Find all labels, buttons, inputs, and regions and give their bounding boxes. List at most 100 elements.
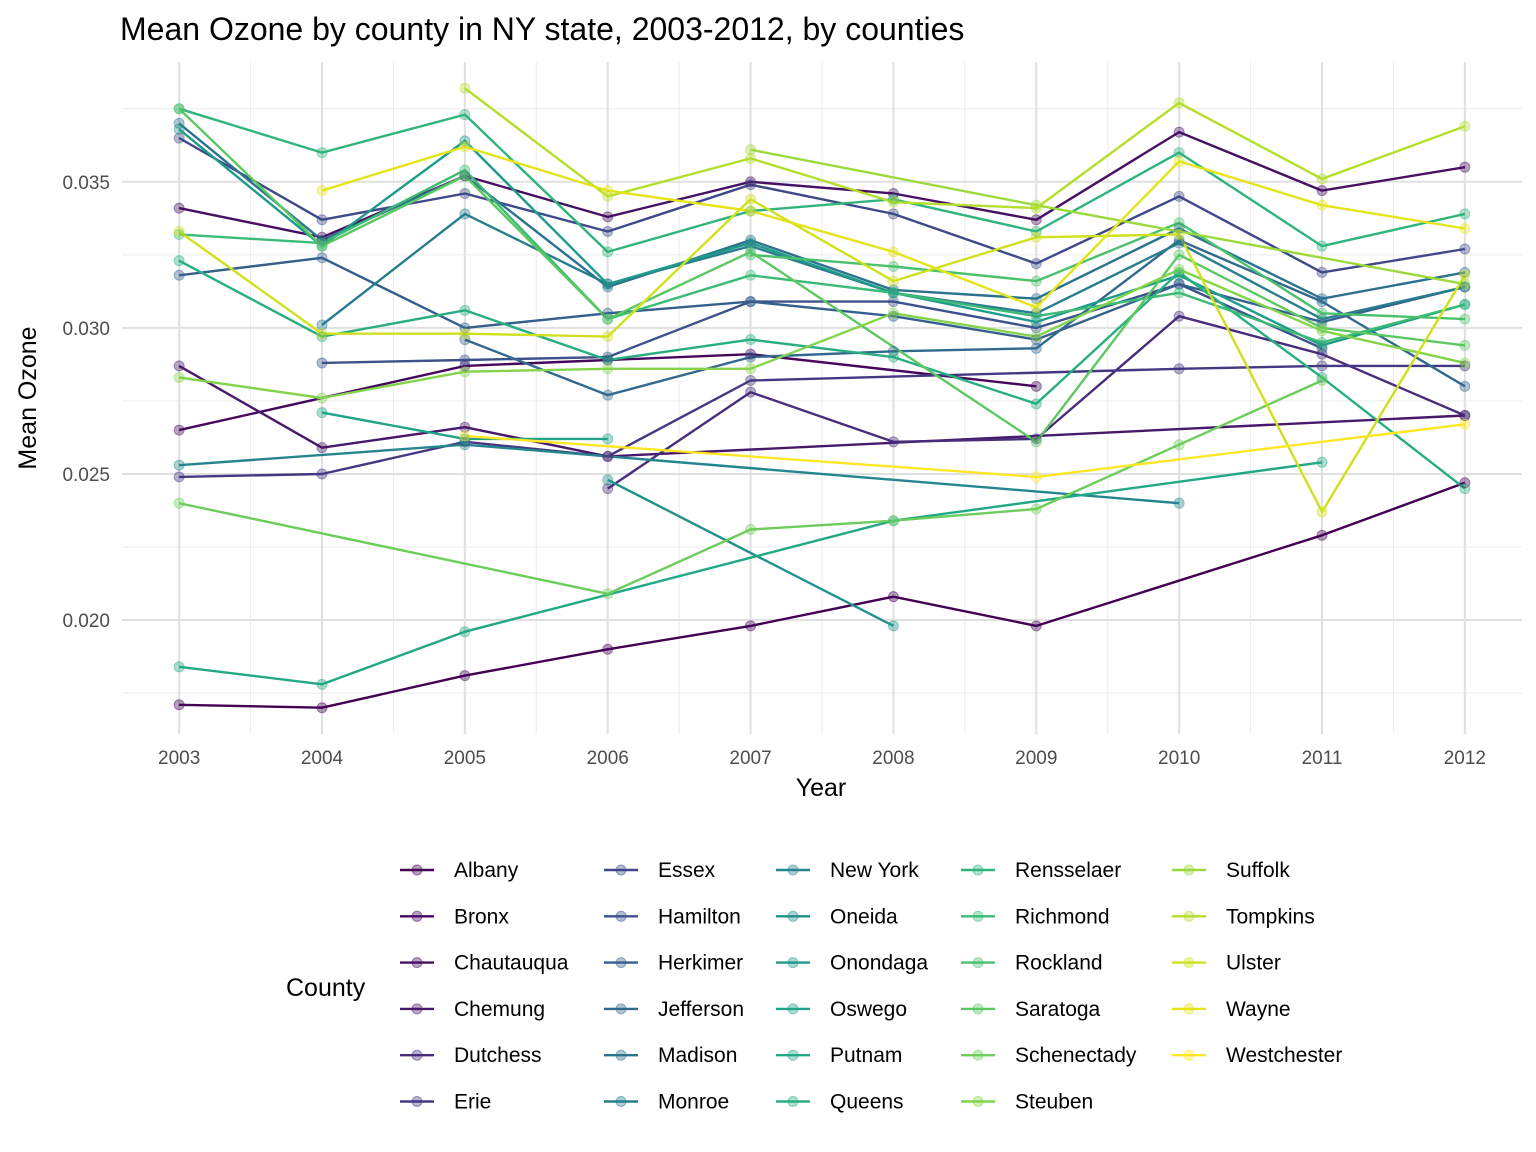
point-essex xyxy=(1173,190,1185,202)
point-jefferson xyxy=(1030,342,1042,354)
legend-swatch-point xyxy=(787,1049,799,1061)
point-rockland xyxy=(1316,307,1328,319)
legend-item-tompkins: Tompkins xyxy=(1172,905,1315,928)
x-tick-label: 2008 xyxy=(872,748,914,769)
legend-swatch-point xyxy=(787,1003,799,1015)
legend-swatch-point xyxy=(972,1003,984,1015)
point-onondaga xyxy=(459,135,471,147)
legend-label: Putnam xyxy=(830,1044,902,1067)
x-tick-label: 2007 xyxy=(729,748,771,769)
point-ulster xyxy=(887,275,899,287)
grid xyxy=(122,62,1522,734)
series-line-westchester xyxy=(464,423,1466,479)
point-richmond xyxy=(173,228,185,240)
point-queens xyxy=(602,354,614,366)
point-dutchess xyxy=(602,483,614,495)
point-dutchess xyxy=(745,386,757,398)
point-jefferson xyxy=(602,389,614,401)
legend-item-chemung: Chemung xyxy=(400,998,545,1021)
point-monroe xyxy=(602,278,614,290)
y-tick-label: 0.030 xyxy=(62,319,110,340)
legend-swatch-point xyxy=(615,957,627,969)
series-line-tompkins xyxy=(464,87,1466,210)
point-wayne xyxy=(887,246,899,258)
point-chemung xyxy=(1459,410,1471,422)
point-new-york xyxy=(173,459,185,471)
series-line-saratoga xyxy=(178,107,1466,443)
legend-item-new-york: New York xyxy=(776,859,919,882)
point-steuben xyxy=(316,392,328,404)
legend-item-hamilton: Hamilton xyxy=(604,905,741,928)
point-herkimer xyxy=(1173,278,1185,290)
point-hamilton xyxy=(745,296,757,308)
legend-label: Oneida xyxy=(830,905,898,928)
point-saratoga xyxy=(1173,249,1185,261)
point-dutchess xyxy=(1173,310,1185,322)
point-monroe xyxy=(1459,281,1471,293)
point-erie xyxy=(316,468,328,480)
legend-label: Bronx xyxy=(454,905,509,928)
point-steuben xyxy=(173,372,185,384)
point-rockland xyxy=(745,249,757,261)
legend-swatch-point xyxy=(787,910,799,922)
point-rockland xyxy=(1173,217,1185,229)
point-albany xyxy=(316,702,328,714)
point-dutchess xyxy=(1316,348,1328,360)
point-saratoga xyxy=(1459,339,1471,351)
point-jefferson xyxy=(887,345,899,357)
series-line-suffolk xyxy=(750,148,1466,286)
series-line-herkimer xyxy=(178,256,1466,341)
point-erie xyxy=(459,436,471,448)
legend-item-onondaga: Onondaga xyxy=(776,952,928,975)
point-onondaga xyxy=(1459,299,1471,311)
legend-label: Saratoga xyxy=(1015,998,1101,1021)
point-madison xyxy=(602,281,614,293)
point-steuben xyxy=(602,363,614,375)
legend-label: Rockland xyxy=(1015,952,1103,975)
legend-label: Chemung xyxy=(454,998,545,1021)
point-ulster xyxy=(1316,506,1328,518)
point-chautauqua xyxy=(602,211,614,223)
series-line-ulster xyxy=(178,198,1466,514)
point-schenectady xyxy=(173,497,185,509)
legend-swatch-point xyxy=(615,1096,627,1107)
point-herkimer xyxy=(316,252,328,264)
point-jefferson xyxy=(459,334,471,346)
chart-title: Mean Ozone by county in NY state, 2003-2… xyxy=(120,11,964,47)
legend-title: County xyxy=(286,974,366,1002)
point-queens xyxy=(745,334,757,346)
point-ulster xyxy=(459,328,471,340)
series-points xyxy=(173,82,1471,714)
series-line-oneida xyxy=(607,478,894,627)
point-queens xyxy=(1316,372,1328,384)
point-madison xyxy=(1459,266,1471,278)
point-madison xyxy=(1173,223,1185,235)
point-herkimer xyxy=(173,269,185,281)
point-ulster xyxy=(602,331,614,343)
point-queens xyxy=(173,255,185,267)
legend-label: Monroe xyxy=(658,1091,729,1114)
point-albany xyxy=(459,670,471,682)
legend-swatch-point xyxy=(787,957,799,969)
point-albany xyxy=(602,643,614,655)
point-chemung xyxy=(316,442,328,454)
legend-label: Madison xyxy=(658,1044,737,1067)
point-wayne xyxy=(316,185,328,197)
point-herkimer xyxy=(602,307,614,319)
point-putnam xyxy=(1316,456,1328,468)
point-westchester xyxy=(1030,471,1042,483)
point-herkimer xyxy=(459,322,471,334)
legend-swatch-point xyxy=(972,957,984,969)
point-ulster xyxy=(173,225,185,237)
y-tick-label: 0.025 xyxy=(62,465,110,486)
point-madison xyxy=(887,284,899,296)
legend-item-chautauqua: Chautauqua xyxy=(400,952,569,975)
point-essex xyxy=(316,214,328,226)
legend-label: New York xyxy=(830,859,919,882)
legend-item-rockland: Rockland xyxy=(961,952,1103,975)
point-wayne xyxy=(1173,155,1185,167)
legend-label: Herkimer xyxy=(658,952,743,975)
point-tompkins xyxy=(1459,120,1471,132)
legend-swatch-point xyxy=(1183,957,1195,969)
legend-swatch-point xyxy=(615,864,627,876)
